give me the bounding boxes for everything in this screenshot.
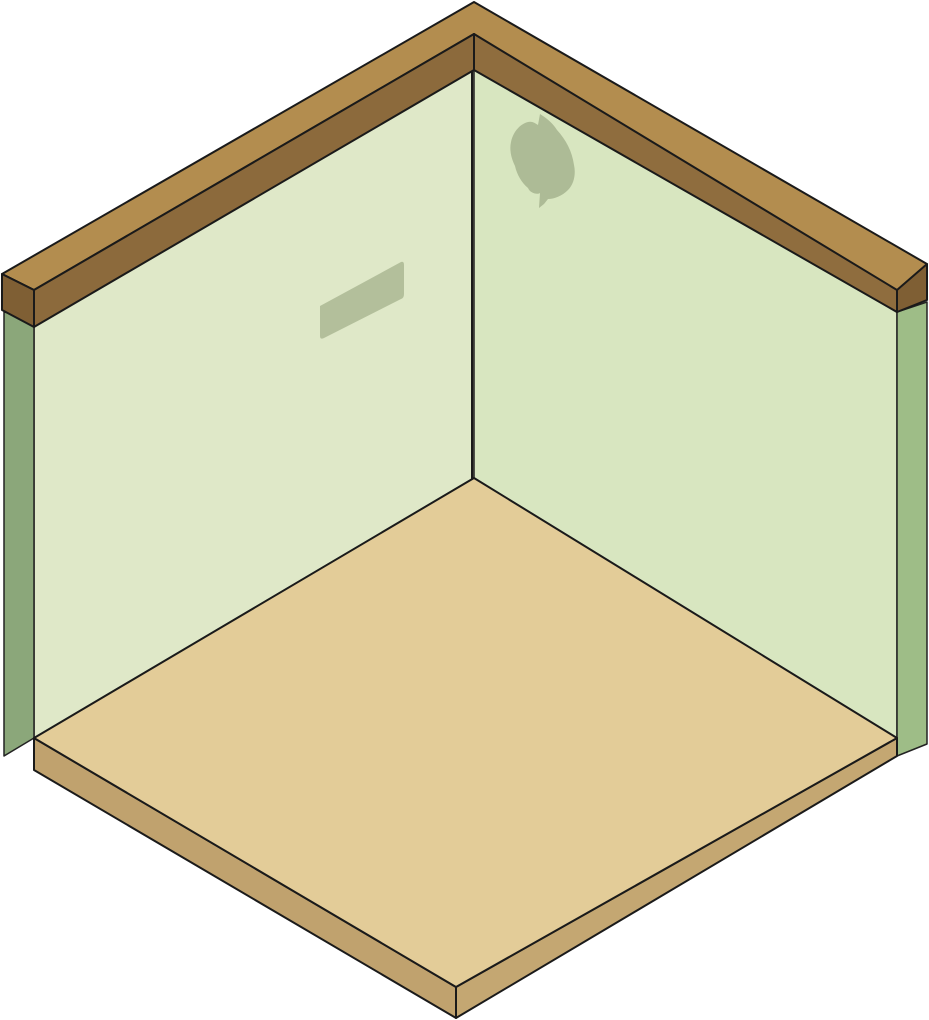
wall-right-trim-end [896,263,928,313]
wall-vent-decal [320,261,404,339]
wall-stain-decal [510,114,575,208]
right-wall-side-edge [896,301,928,757]
floor-tile[interactable] [33,477,898,988]
left-wall-side-edge [3,311,35,757]
wall-left-trim-end [1,273,35,328]
